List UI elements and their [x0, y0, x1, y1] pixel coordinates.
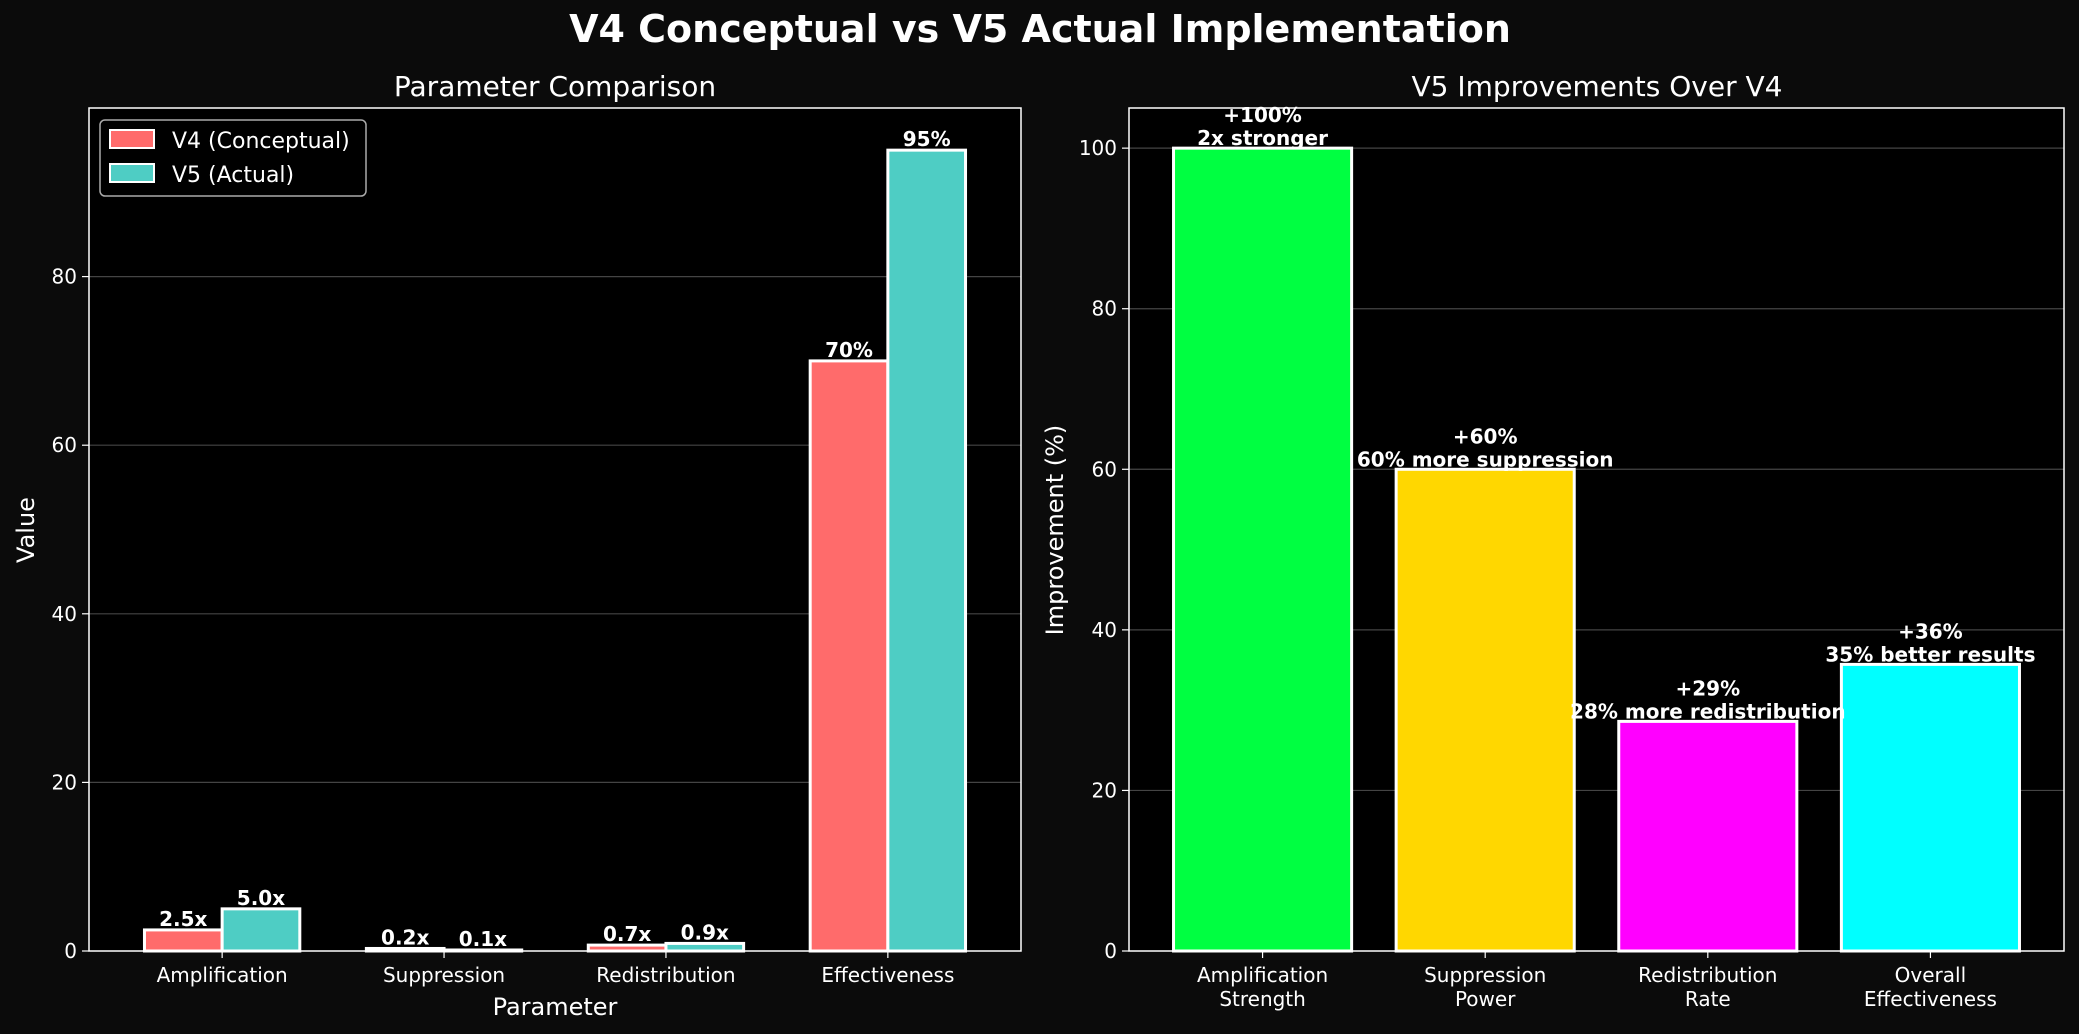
parameter-comparison-chart: 2.5x 5.0x 0.2x 0.1x 0.7x 0.9x 70% 95% 0 20 40 60 80…: [12, 70, 1021, 1021]
right-x-tick-label: Amplification: [1197, 963, 1328, 987]
left-y-tick-label: 20: [52, 770, 77, 794]
data-label: 0.7x: [603, 922, 651, 946]
right-y-tick-label: 20: [1092, 778, 1117, 802]
right-y-tick-label: 0: [1104, 939, 1117, 963]
improvement-bar-amplification: [1174, 148, 1352, 951]
improvement-bar-overall: [1841, 664, 2019, 951]
right-x-tick-label: Rate: [1685, 987, 1731, 1011]
figure-title: V4 Conceptual vs V5 Actual Implementatio…: [569, 7, 1511, 51]
right-y-tick-label: 80: [1092, 297, 1117, 321]
improvement-bar-redistribution: [1619, 721, 1797, 951]
bar-v4-effectiveness: [810, 361, 888, 951]
improvement-percent-label: +36%: [1898, 619, 1963, 643]
data-label: 5.0x: [237, 886, 285, 910]
bar-v5-effectiveness: [888, 150, 966, 951]
data-label: 0.1x: [459, 927, 507, 951]
improvement-description-label: 35% better results: [1825, 642, 2035, 666]
improvement-percent-label: +29%: [1675, 676, 1740, 700]
left-chart-title: Parameter Comparison: [394, 70, 716, 103]
improvement-bar-suppression: [1396, 469, 1574, 951]
left-y-tick-label: 40: [52, 602, 77, 626]
bar-v4-amplification: [144, 930, 222, 951]
right-y-tick-label: 100: [1079, 136, 1117, 160]
left-x-tick-label: Effectiveness: [821, 963, 954, 987]
data-label: 0.2x: [381, 925, 429, 949]
right-y-tick-label: 40: [1092, 618, 1117, 642]
improvement-description-label: 28% more redistribution: [1570, 699, 1846, 723]
legend-swatch-v4: [110, 130, 154, 148]
left-x-tick-label: Amplification: [157, 963, 288, 987]
left-y-axis-label: Value: [12, 497, 40, 563]
right-x-tick-label: Overall: [1895, 963, 1966, 987]
improvement-description-label: 60% more suppression: [1357, 447, 1614, 471]
right-x-tick-label: Effectiveness: [1864, 987, 1997, 1011]
legend-label-v4: V4 (Conceptual): [172, 129, 350, 154]
left-x-axis-label: Parameter: [493, 993, 618, 1021]
improvement-description-label: 2x stronger: [1197, 126, 1328, 150]
legend-label-v5: V5 (Actual): [172, 163, 294, 188]
right-x-tick-label: Redistribution: [1638, 963, 1777, 987]
improvements-chart: +100%2x stronger +60%60% more suppression…: [1041, 70, 2064, 1011]
improvement-percent-label: +100%: [1223, 103, 1302, 127]
data-label: 70%: [825, 338, 873, 362]
data-label: 0.9x: [681, 920, 729, 944]
improvement-percent-label: +60%: [1453, 424, 1518, 448]
bar-v5-redistribution: [666, 943, 744, 951]
left-x-tick-label: Suppression: [383, 963, 505, 987]
legend-swatch-v5: [110, 164, 154, 182]
legend: V4 (Conceptual) V5 (Actual): [100, 120, 366, 196]
right-x-tick-label: Power: [1455, 987, 1516, 1011]
left-y-tick-label: 0: [64, 939, 77, 963]
left-y-tick-label: 60: [52, 433, 77, 457]
bar-v5-amplification: [222, 909, 300, 951]
right-x-tick-label: Suppression: [1424, 963, 1546, 987]
right-x-tick-label: Strength: [1219, 987, 1306, 1011]
data-label: 2.5x: [159, 907, 207, 931]
left-y-tick-label: 80: [52, 265, 77, 289]
right-y-tick-label: 60: [1092, 457, 1117, 481]
data-label: 95%: [903, 127, 951, 151]
right-chart-title: V5 Improvements Over V4: [1412, 70, 1783, 103]
left-x-tick-label: Redistribution: [596, 963, 735, 987]
right-y-axis-label: Improvement (%): [1041, 425, 1069, 636]
